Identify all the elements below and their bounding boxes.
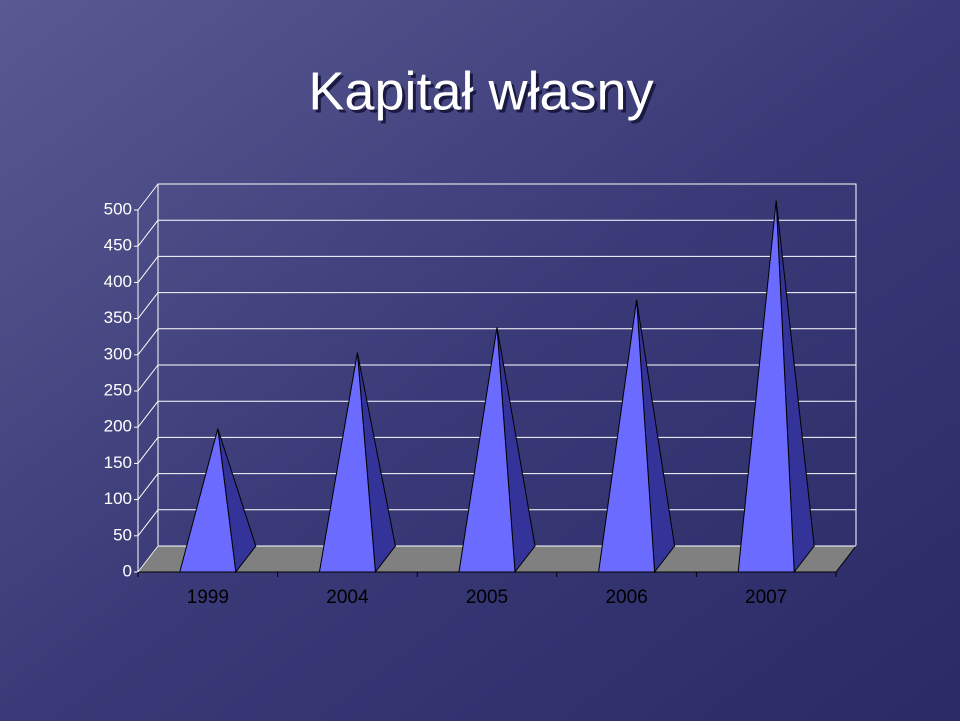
- grid-line-side: [137, 183, 159, 211]
- y-tick-label: 0: [123, 561, 132, 580]
- y-tick-label: 200: [104, 417, 132, 436]
- grid-line-side: [137, 256, 159, 283]
- y-tick-label: 400: [104, 272, 132, 291]
- grid-line-side: [137, 473, 159, 500]
- y-tick-label: 150: [104, 453, 132, 472]
- x-tick-label: 2005: [466, 587, 508, 608]
- pyramid: [458, 327, 516, 573]
- y-tick-label: 50: [113, 525, 132, 544]
- grid-line-side: [137, 437, 159, 464]
- pyramid: [598, 299, 656, 573]
- grid-line-side: [137, 545, 159, 573]
- y-tick-label: 250: [104, 380, 132, 399]
- plot: 0 50 100 150 200 250 300 350 400 450 500 1999 2004 20…: [104, 183, 858, 608]
- pyramid: [318, 352, 376, 573]
- title-shadow: Kapitał własny: [311, 64, 656, 124]
- y-tick-label: 350: [104, 308, 132, 327]
- grid-line-side: [137, 219, 159, 247]
- x-tick-label: 1999: [187, 587, 229, 608]
- y-tick-label: 450: [104, 236, 132, 255]
- x-tick-label: 2007: [745, 587, 787, 608]
- y-tick-label: 100: [104, 489, 132, 508]
- y-tick-label: 500: [104, 199, 132, 218]
- grid-line-side: [137, 509, 159, 537]
- grid-line-side: [137, 328, 159, 356]
- grid-line-side: [137, 400, 159, 428]
- grid-line-side: [137, 292, 159, 319]
- pyramid: [737, 200, 795, 573]
- chart-title: Kapitał własny: [308, 61, 653, 121]
- x-tick-label: 2004: [326, 587, 369, 608]
- pyramid: [179, 428, 237, 573]
- grid-line-side: [137, 364, 159, 392]
- x-tick-label: 2006: [605, 587, 647, 608]
- y-tick-label: 300: [104, 344, 132, 363]
